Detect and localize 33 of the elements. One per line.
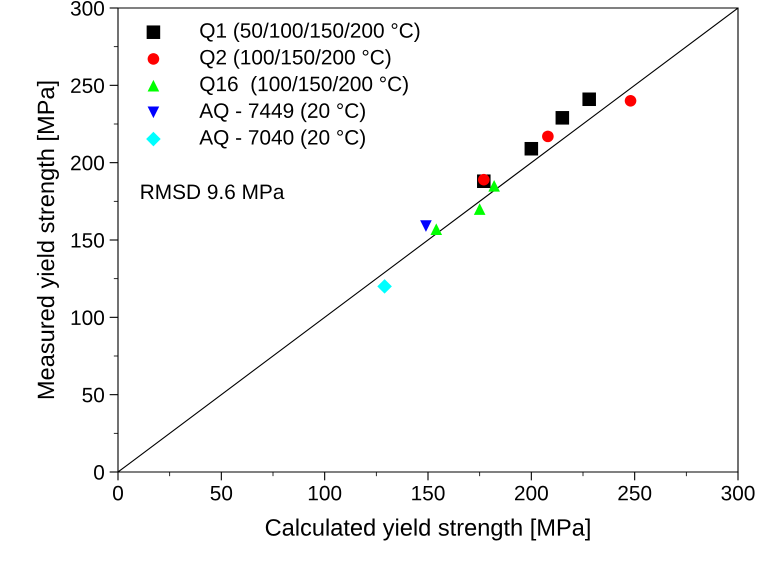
point <box>430 223 442 235</box>
y-tick-label: 300 <box>70 1 104 16</box>
point <box>488 180 500 192</box>
x-tick-label: 0 <box>113 486 123 500</box>
legend-label: AQ - 7040 (20 °C) <box>199 129 365 149</box>
point <box>542 130 554 142</box>
y-tick-label: 200 <box>71 156 104 170</box>
y-axis-title: Measured yield strength [MPa] <box>36 82 59 398</box>
y-tick-label: 150 <box>72 233 104 248</box>
point <box>478 174 490 186</box>
x-tick-label: 50 <box>210 486 232 500</box>
point <box>556 111 570 125</box>
legend-label: Q2 (100/150/200 °C) <box>200 49 390 69</box>
y-tick-label: 50 <box>82 388 104 402</box>
legend-label: Q16 (100/150/200 °C) <box>200 76 408 96</box>
x-tick-label: 300 <box>721 486 755 500</box>
point <box>582 92 596 106</box>
y-tick-label: 100 <box>72 310 104 326</box>
x-tick-label: 200 <box>515 486 548 500</box>
point <box>524 142 538 156</box>
legend-label: Q1 (50/100/150/200 °C) <box>200 22 420 42</box>
annotation: RMSD 9.6 MPa <box>141 184 284 200</box>
y-tick-label: 0 <box>94 465 104 480</box>
x-axis-title: Calculated yield strength [MPa] <box>266 518 590 541</box>
y-tick-label: 250 <box>71 78 104 94</box>
x-tick-label: 150 <box>412 486 445 500</box>
point <box>420 220 432 232</box>
point <box>377 279 392 294</box>
x-tick-label: 100 <box>308 486 342 500</box>
x-tick-label: 250 <box>618 486 652 500</box>
point <box>624 94 636 107</box>
point <box>474 203 486 215</box>
legend-label: AQ - 7449 (20 °C) <box>199 102 365 122</box>
